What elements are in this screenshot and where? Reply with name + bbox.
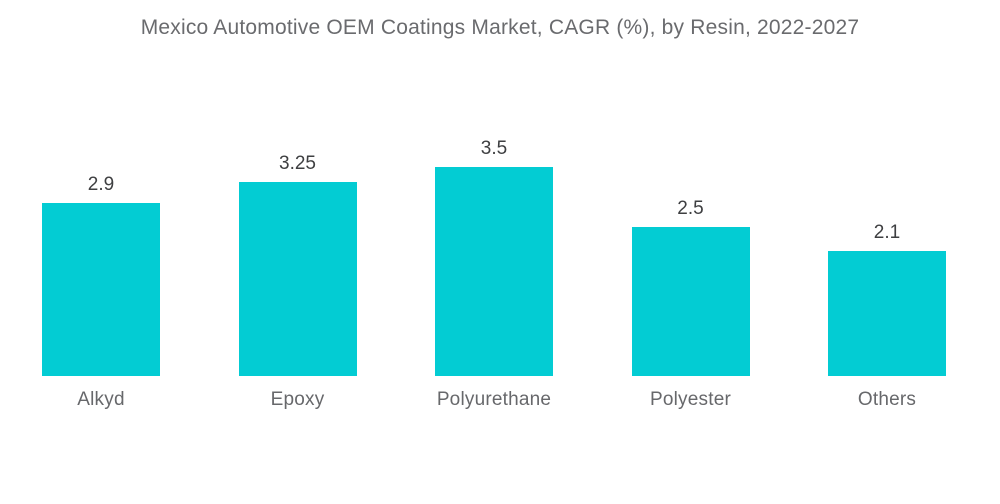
bar-group: 2.5 Polyester — [631, 198, 750, 410]
category-label: Polyurethane — [436, 389, 552, 410]
category-label: Polyester — [649, 389, 731, 410]
bar-group: 3.25 Epoxy — [238, 153, 357, 410]
chart-title: Mexico Automotive OEM Coatings Market, C… — [140, 16, 860, 39]
bar-value-label: 3.25 — [279, 153, 316, 174]
category-label: Others — [857, 389, 917, 410]
bar-chart-plot: 2.9 Alkyd 3.25 Epoxy 3.5 Polyurethane 2.5 Polye… — [42, 138, 946, 410]
bar-value-label: 2.9 — [87, 174, 115, 195]
bar — [238, 182, 357, 376]
bar-group: 2.1 Others — [828, 222, 946, 410]
bar-group: 3.5 Polyurethane — [435, 138, 553, 410]
bar-value-label: 2.5 — [677, 198, 704, 219]
bar — [42, 203, 160, 376]
bar — [631, 227, 750, 376]
bar — [828, 251, 946, 376]
category-label: Epoxy — [270, 389, 325, 410]
bar — [435, 167, 553, 376]
category-label: Alkyd — [77, 389, 125, 410]
bar-group: 2.9 Alkyd — [42, 174, 160, 410]
bar-value-label: 2.1 — [873, 222, 901, 243]
bar-value-label: 3.5 — [480, 138, 508, 159]
